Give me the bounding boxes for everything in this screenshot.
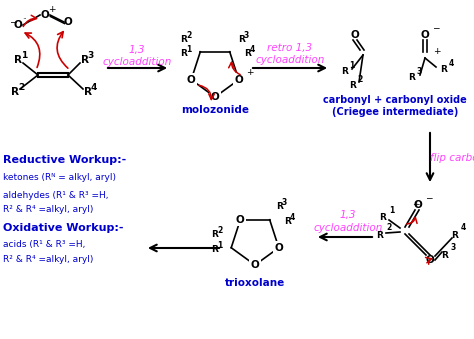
Text: 4: 4 [250, 45, 255, 54]
Text: trioxolane: trioxolane [225, 278, 285, 288]
Text: 2: 2 [18, 82, 24, 92]
Text: flip carbonyl: flip carbonyl [430, 153, 474, 163]
Text: 2: 2 [386, 223, 391, 232]
Text: O: O [187, 75, 196, 85]
Text: 4: 4 [91, 82, 97, 92]
Text: +: + [48, 5, 56, 15]
Text: 4: 4 [448, 60, 454, 68]
Text: 3: 3 [416, 67, 422, 77]
Text: R: R [442, 251, 448, 259]
Text: R: R [211, 230, 218, 239]
Text: 2: 2 [357, 76, 363, 84]
Text: 4: 4 [461, 223, 466, 232]
Text: 1: 1 [389, 206, 394, 215]
Text: R: R [180, 35, 187, 44]
Text: R: R [284, 217, 291, 226]
Text: O: O [14, 20, 22, 30]
Text: R: R [376, 231, 383, 239]
Text: 3: 3 [244, 31, 249, 40]
Text: 3: 3 [282, 198, 287, 207]
Text: R: R [349, 80, 356, 89]
Text: O: O [236, 215, 245, 225]
Text: +: + [433, 47, 440, 56]
Text: O: O [210, 92, 219, 102]
Text: R: R [237, 35, 245, 44]
Text: acids (R¹ & R³ =H,: acids (R¹ & R³ =H, [3, 240, 85, 250]
Text: R: R [440, 65, 447, 75]
Text: aldehydes (R¹ & R³ =H,: aldehydes (R¹ & R³ =H, [3, 192, 109, 200]
Text: R: R [244, 49, 251, 58]
Text: O: O [426, 255, 434, 265]
Text: 1: 1 [186, 45, 191, 54]
Text: R: R [180, 49, 187, 58]
Text: R: R [81, 55, 89, 65]
Text: +: + [412, 200, 419, 209]
Text: O: O [251, 260, 259, 270]
Text: cycloaddition: cycloaddition [102, 57, 172, 67]
Text: −: − [9, 18, 17, 26]
Text: retro 1,3: retro 1,3 [267, 43, 312, 53]
Text: −: − [425, 193, 432, 202]
Text: R: R [452, 231, 458, 239]
Text: 4: 4 [290, 213, 295, 222]
Text: O: O [235, 75, 243, 85]
Text: O: O [64, 17, 73, 27]
Text: cycloaddition: cycloaddition [255, 55, 325, 65]
Text: Reductive Workup:-: Reductive Workup:- [3, 155, 126, 165]
Text: (Criegee intermediate): (Criegee intermediate) [332, 107, 458, 117]
Text: R: R [11, 87, 19, 97]
Text: 1: 1 [217, 241, 222, 250]
Text: 3: 3 [88, 51, 94, 60]
Text: Oxidative Workup:-: Oxidative Workup:- [3, 223, 124, 233]
Text: R: R [342, 67, 348, 77]
Text: O: O [414, 200, 422, 210]
Text: carbonyl + carbonyl oxide: carbonyl + carbonyl oxide [323, 95, 467, 105]
Text: R² & R⁴ =alkyl, aryl): R² & R⁴ =alkyl, aryl) [3, 205, 93, 215]
Text: O: O [41, 10, 49, 20]
Text: ··: ·· [23, 16, 27, 24]
Text: 1,3: 1,3 [129, 45, 145, 55]
Text: 1: 1 [349, 61, 355, 71]
Text: ketones (Rᴺ = alkyl, aryl): ketones (Rᴺ = alkyl, aryl) [3, 173, 116, 181]
Text: R: R [380, 214, 386, 222]
Text: R² & R⁴ =alkyl, aryl): R² & R⁴ =alkyl, aryl) [3, 255, 93, 263]
Text: O: O [420, 30, 429, 40]
Text: R: R [84, 87, 92, 97]
Text: cycloaddition: cycloaddition [313, 223, 383, 233]
Text: O: O [274, 243, 283, 253]
Text: 2: 2 [217, 226, 222, 235]
Text: +: + [246, 68, 253, 77]
Text: R: R [14, 55, 22, 65]
Text: 1,3: 1,3 [340, 210, 356, 220]
Text: 2: 2 [186, 31, 191, 40]
Text: 3: 3 [451, 243, 456, 252]
Text: R: R [276, 202, 283, 211]
Text: molozonide: molozonide [181, 105, 249, 115]
Text: O: O [351, 30, 359, 40]
Text: R: R [409, 74, 415, 82]
Text: 1: 1 [21, 51, 27, 60]
Text: −: − [432, 23, 439, 32]
Text: R: R [211, 245, 218, 254]
